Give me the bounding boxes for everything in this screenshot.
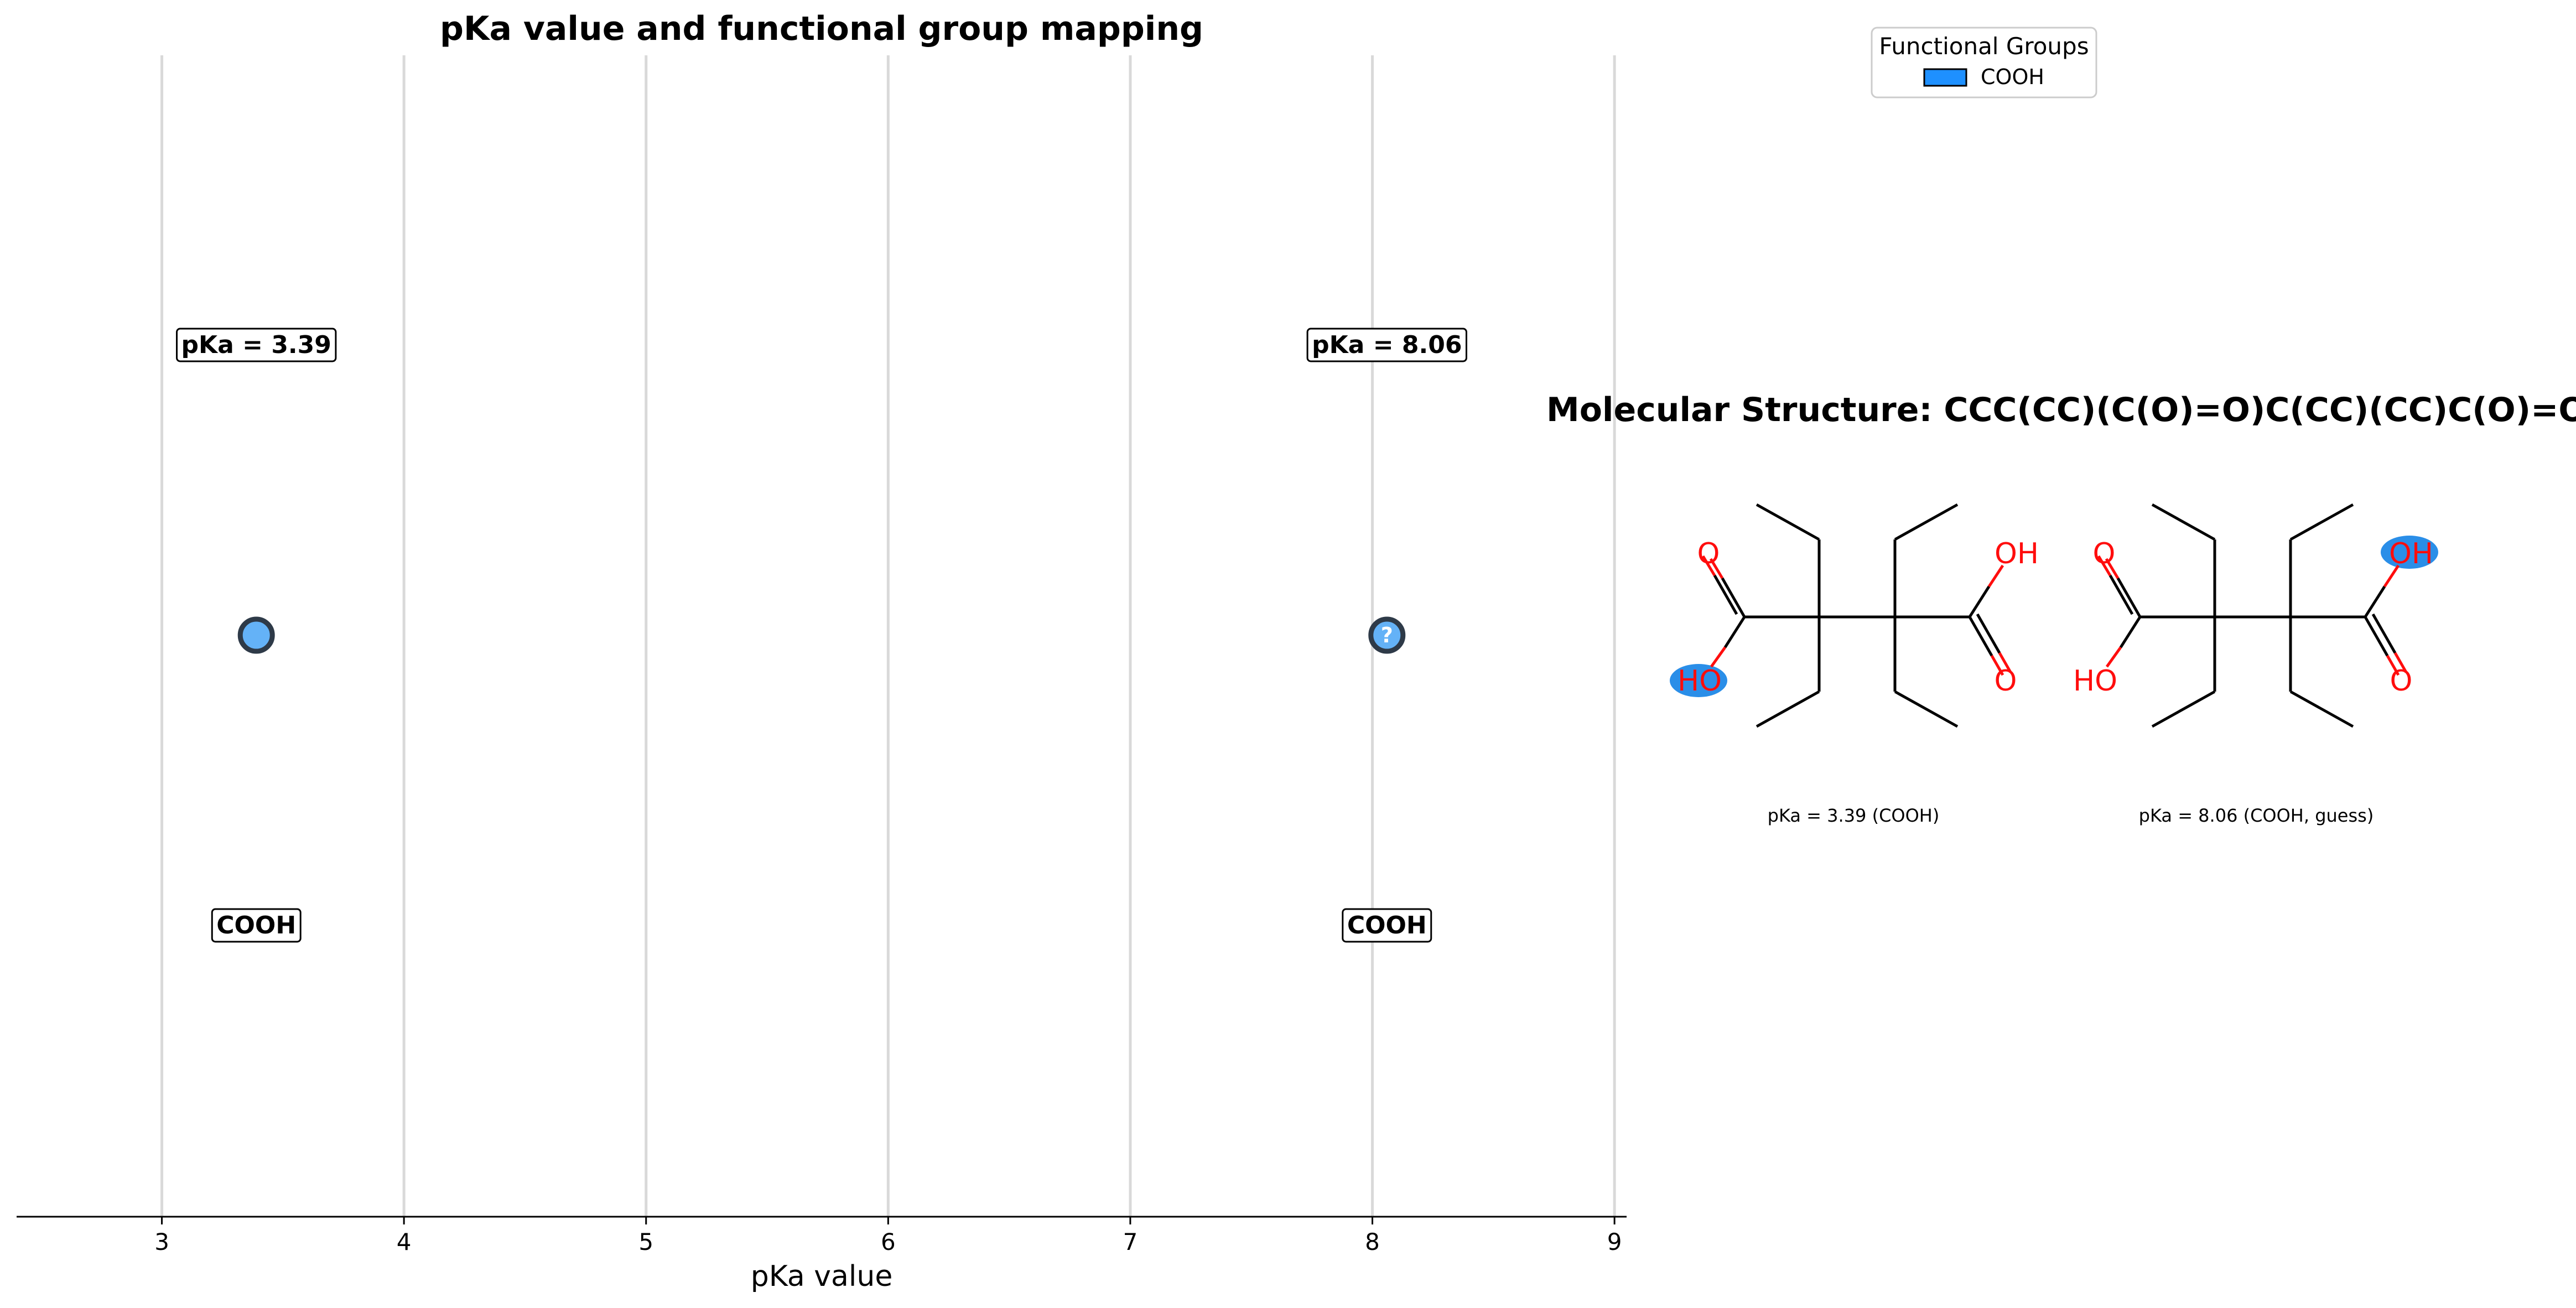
bond [1894, 690, 1959, 728]
bond [1968, 585, 1991, 618]
chart-title: pKa value and functional group mapping [440, 9, 1203, 48]
highlight-cooh-1 [1670, 664, 1727, 697]
bond [2116, 577, 2142, 618]
atom-oh: OH [2389, 537, 2433, 570]
guess-marker: ? [1381, 623, 1393, 647]
x-tick-label: 8 [1365, 1228, 1380, 1255]
bond [1990, 655, 2004, 676]
highlight-cooh-2 [2381, 536, 2438, 569]
x-tick-label: 4 [397, 1228, 412, 1255]
bond [1709, 558, 1724, 579]
bond [1756, 690, 1820, 728]
bond [1987, 564, 2004, 588]
bond [2364, 585, 2386, 618]
atom-o: O [1697, 537, 1720, 570]
bond [2289, 503, 2354, 541]
group-label-1-box [211, 908, 302, 943]
bond [2383, 564, 2400, 588]
bond [2386, 655, 2400, 676]
bond [1756, 503, 1820, 541]
bond [2364, 616, 2389, 657]
molecule-structure-1: O HO OH O [1670, 503, 2039, 728]
group-label-1: COOH [211, 908, 302, 943]
bond [1894, 503, 1959, 541]
bond [1976, 613, 2001, 654]
group-label-2: COOH [1342, 908, 1432, 943]
data-points: pKa = 3.39 COOH pKa = 8.06? COOH [176, 328, 1467, 943]
bond [1721, 577, 1746, 618]
bond [2105, 558, 2120, 579]
x-tick-label: 3 [154, 1228, 169, 1255]
pka-label-1-box [176, 328, 337, 362]
group-label-2-box [1342, 908, 1432, 943]
bond [2151, 503, 2216, 541]
x-tick-label: 7 [1123, 1228, 1138, 1255]
data-point-1 [237, 616, 275, 654]
bond [2119, 616, 2142, 648]
pka-label-2-box [1306, 328, 1467, 362]
pka-label-2: pKa = 8.06 [1306, 328, 1467, 362]
bond [1723, 616, 1746, 648]
legend-patch-cooh [1923, 68, 1967, 87]
bond [1701, 555, 1716, 577]
bond [2105, 646, 2122, 668]
molecule-caption-1: pKa = 3.39 (COOH) [1768, 805, 1940, 826]
bond [1968, 616, 1993, 657]
atom-o: O [2093, 537, 2116, 570]
x-axis-label: pKa value [751, 1260, 893, 1293]
x-axis: 3 4 5 6 7 8 9 [17, 1216, 1627, 1255]
molecule-title: Molecular Structure: CCC(CC)(C(O)=O)C(CC… [1546, 391, 2576, 429]
bond [1710, 646, 1727, 668]
atom-oh: OH [1995, 537, 2039, 570]
bond [1713, 574, 1738, 615]
atom-ho: HO [2073, 665, 2117, 698]
data-point-2 [1368, 616, 1406, 654]
atom-ho: HO [1677, 665, 1722, 698]
bond [1998, 652, 2012, 673]
bond [2097, 555, 2112, 577]
legend-title: Functional Groups [1879, 33, 2089, 60]
x-tick-label: 6 [881, 1228, 896, 1255]
bond [2393, 652, 2408, 673]
bond [2108, 574, 2134, 615]
x-tick-label: 9 [1607, 1228, 1622, 1255]
atom-o: O [2390, 665, 2413, 698]
bond [2289, 690, 2354, 728]
bond [2371, 613, 2397, 654]
pka-label-1: pKa = 3.39 [176, 328, 337, 362]
molecule-caption-2: pKa = 8.06 (COOH, guess) [2139, 805, 2374, 826]
legend: Functional Groups COOH [1871, 27, 2097, 98]
group-label-2-text: COOH [1347, 911, 1427, 940]
atom-o: O [1995, 665, 2017, 698]
x-tick-label: 5 [638, 1228, 653, 1255]
molecule-structure-2: O HO OH O [2073, 503, 2438, 728]
pka-label-2-text: pKa = 8.06 [1312, 331, 1462, 359]
group-label-1-text: COOH [216, 911, 296, 940]
legend-label-cooh: COOH [1981, 65, 2044, 89]
pka-label-1-text: pKa = 3.39 [181, 331, 331, 359]
bond [2151, 690, 2216, 728]
